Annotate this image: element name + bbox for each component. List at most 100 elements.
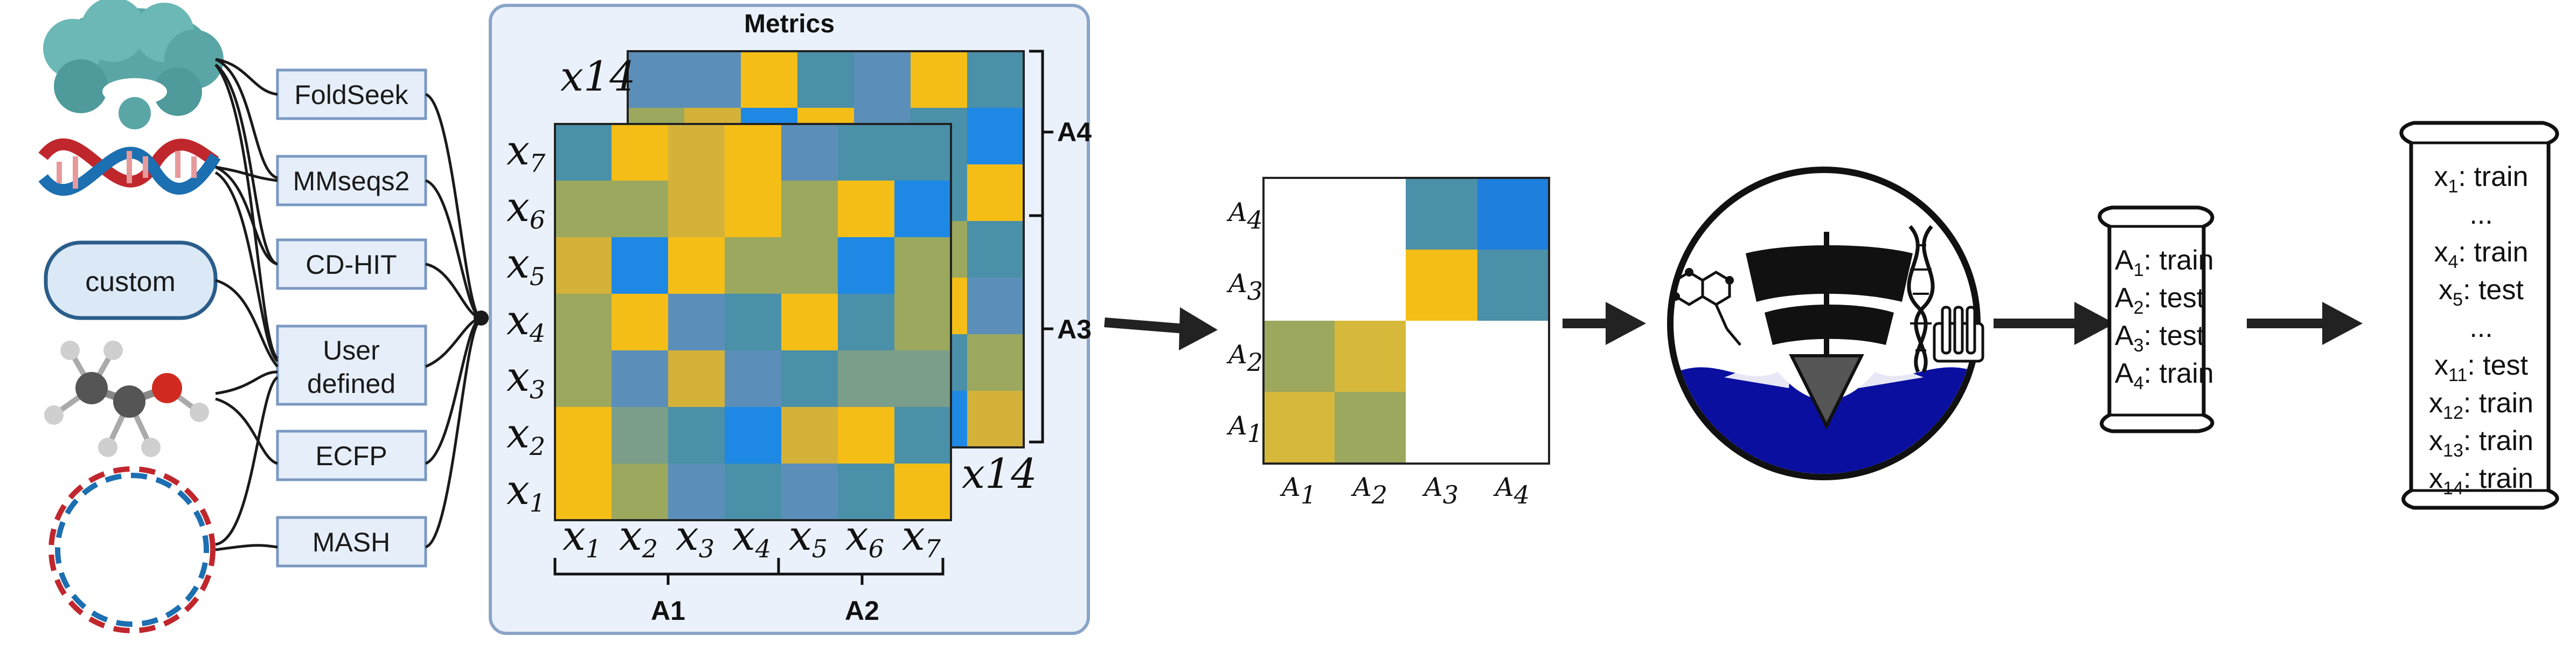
heatmap-cell bbox=[781, 237, 838, 294]
heatmap-cell bbox=[668, 407, 725, 464]
front-col-labels: x1 x2 x3 x4 x5 x6 x7 bbox=[563, 512, 941, 563]
method-label: MMseqs2 bbox=[293, 166, 410, 196]
heatmap-cell bbox=[781, 294, 838, 351]
molecule-icon bbox=[44, 341, 209, 457]
heatmap-cell bbox=[725, 350, 782, 408]
heatmap-cell bbox=[894, 294, 952, 351]
heatmap-cell bbox=[725, 181, 782, 238]
method-box-cd-hit: CD-HIT bbox=[276, 238, 427, 290]
cluster-split-line: A3: test bbox=[2115, 320, 2205, 356]
heatmap-cell bbox=[967, 221, 1024, 278]
back-col-label-x14: x14 bbox=[962, 450, 1037, 498]
heatmap-cell bbox=[555, 124, 612, 181]
cluster-split-line: A1: train bbox=[2115, 245, 2214, 280]
cluster-matrix bbox=[1262, 177, 1550, 465]
heatmap-cell bbox=[555, 350, 612, 408]
front-col-label: x2 bbox=[619, 512, 658, 563]
front-row-label: x1 bbox=[506, 466, 545, 517]
heatmap-cell bbox=[838, 350, 895, 408]
col-group-a1: A1 bbox=[651, 596, 685, 626]
heatmap-cell bbox=[612, 124, 669, 181]
front-col-label: x5 bbox=[789, 512, 828, 563]
heatmap-cell bbox=[555, 464, 612, 521]
sample-split-scroll bbox=[2399, 121, 2559, 510]
heatmap-cell bbox=[628, 51, 685, 108]
method-label: defined bbox=[307, 369, 395, 399]
heatmap-cell bbox=[838, 124, 895, 181]
protein-icon bbox=[43, 0, 224, 129]
flow-arrows bbox=[1104, 302, 2363, 350]
heatmap-cell bbox=[967, 391, 1024, 448]
method-label: MASH bbox=[313, 527, 390, 557]
heatmap-cell bbox=[894, 237, 952, 294]
method-label: User bbox=[323, 335, 380, 365]
method-box-user-defined: User defined bbox=[276, 324, 427, 406]
heatmap-cell bbox=[555, 407, 612, 464]
heatmap-cell bbox=[612, 181, 669, 238]
method-box-mash: MASH bbox=[276, 516, 427, 568]
heatmap-cell bbox=[668, 181, 725, 238]
method-box-ecfp: ECFP bbox=[276, 430, 427, 481]
cluster-col-label: A2 bbox=[1351, 472, 1387, 509]
heatmap-cell bbox=[725, 294, 782, 351]
junction-node bbox=[474, 310, 489, 326]
heatmap-cell bbox=[725, 237, 782, 294]
sample-split-line: x13: train bbox=[2429, 425, 2533, 461]
cluster-col-label: A4 bbox=[1493, 472, 1530, 509]
heatmap-cell bbox=[668, 124, 725, 181]
row-group-a3: A3 bbox=[1057, 314, 1092, 344]
row-group-brackets bbox=[1029, 50, 1053, 444]
heatmap-cell bbox=[612, 464, 669, 521]
heatmap-cell bbox=[894, 464, 952, 521]
heatmap-cell bbox=[911, 51, 968, 108]
method-label: ECFP bbox=[315, 441, 387, 471]
heatmap-cell bbox=[555, 237, 612, 294]
front-matrix bbox=[554, 123, 952, 521]
front-row-label: x7 bbox=[506, 126, 546, 178]
sample-split-line: x1: train bbox=[2434, 161, 2529, 197]
front-col-label: x1 bbox=[563, 512, 601, 563]
heatmap-cell bbox=[967, 278, 1024, 335]
custom-label: custom bbox=[85, 266, 176, 298]
heatmap-cell bbox=[781, 407, 838, 464]
heatmap-cell bbox=[668, 350, 725, 408]
ship-logo-icon bbox=[1667, 167, 1984, 480]
cluster-row-label: A3 bbox=[1226, 268, 1263, 306]
heatmap-cell bbox=[967, 108, 1024, 165]
heatmap-cell bbox=[967, 334, 1024, 391]
metrics-title: Metrics bbox=[744, 10, 835, 38]
front-col-label: x7 bbox=[902, 512, 941, 563]
heatmap-cell bbox=[741, 51, 798, 108]
heatmap-cell bbox=[838, 181, 895, 238]
front-row-label: x4 bbox=[506, 296, 545, 348]
col-group-a2: A2 bbox=[845, 596, 879, 626]
heatmap-cell bbox=[894, 350, 952, 408]
heatmap-cell bbox=[838, 464, 895, 521]
sample-split-line: x12: train bbox=[2429, 388, 2533, 423]
heatmap-cell bbox=[894, 407, 952, 464]
col-group-brackets bbox=[553, 558, 945, 585]
back-row-label-x14: x14 bbox=[560, 52, 636, 100]
heatmap-cell bbox=[555, 181, 612, 238]
heatmap-cell bbox=[967, 164, 1024, 222]
method-label: FoldSeek bbox=[294, 80, 408, 110]
heatmap-cell bbox=[967, 51, 1024, 108]
heatmap-cell bbox=[612, 294, 669, 351]
cluster-col-labels: A1 A2 A3 A4 bbox=[1280, 472, 1530, 509]
cluster-row-label: A2 bbox=[1226, 340, 1263, 377]
sample-split-line: ... bbox=[2469, 312, 2492, 343]
heatmap-cell bbox=[781, 464, 838, 521]
method-label: CD-HIT bbox=[305, 250, 397, 280]
front-row-label: x3 bbox=[506, 353, 545, 404]
cluster-split-line: A4: train bbox=[2115, 358, 2214, 393]
cluster-row-label: A4 bbox=[1226, 197, 1263, 234]
heatmap-cell bbox=[781, 124, 838, 181]
front-col-label: x3 bbox=[676, 512, 714, 563]
heatmap-cell bbox=[668, 294, 725, 351]
methods-list: FoldSeek MMseqs2 CD-HIT User defined ECFP MASH bbox=[276, 68, 427, 568]
heatmap-cell bbox=[725, 407, 782, 464]
